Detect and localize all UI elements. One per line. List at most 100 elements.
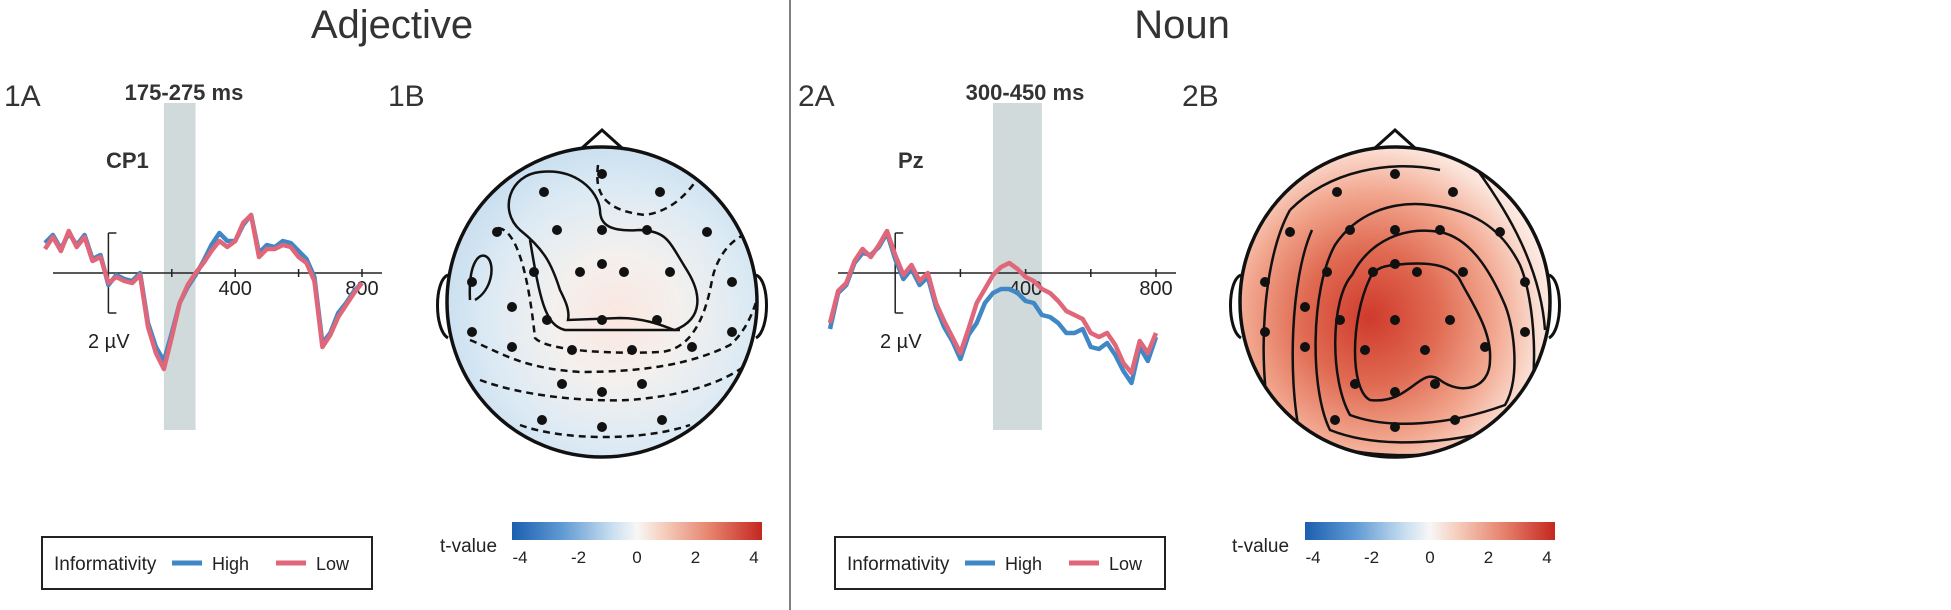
electrode-dot — [597, 422, 607, 432]
panel-label-2a: 2A — [798, 80, 835, 113]
electrode-dot — [655, 187, 665, 197]
electrode-label: Pz — [898, 148, 924, 173]
electrode-dot — [467, 277, 477, 287]
electrode-dot — [1390, 387, 1400, 397]
electrode-dot — [702, 227, 712, 237]
legend-title: Informativity — [54, 554, 157, 575]
electrode-dot — [727, 277, 737, 287]
electrode-dot — [1390, 315, 1400, 325]
legend-title: Informativity — [847, 554, 950, 575]
electrode-dot — [542, 315, 552, 325]
electrode-dot — [1445, 315, 1455, 325]
electrode-dot — [597, 259, 607, 269]
topomap-noun — [1229, 127, 1561, 459]
electrode-dot — [539, 187, 549, 197]
electrode-dot — [552, 225, 562, 235]
colorbar-label: t-value — [440, 536, 497, 557]
series-line-low — [43, 212, 364, 372]
electrode-dot — [1390, 169, 1400, 179]
section-title-adjective: Adjective — [311, 3, 473, 47]
colorbar-tick-label: -4 — [1305, 548, 1320, 567]
electrode-dot — [657, 415, 667, 425]
series-line-low — [827, 228, 1159, 376]
colorbar: t-value -4 -2 0 2 4 — [1232, 522, 1555, 567]
electrode-dot — [637, 379, 647, 389]
electrode-dot — [1430, 379, 1440, 389]
panel-label-1a: 1A — [4, 80, 41, 113]
electrode-dot — [1390, 259, 1400, 269]
electrode-dot — [1350, 379, 1360, 389]
time-window-label: 175-275 ms — [125, 80, 244, 105]
head-outline — [1238, 145, 1552, 459]
panel-label-1b: 1B — [388, 80, 425, 113]
colorbar-tick-label: -2 — [571, 548, 586, 567]
electrode-dot — [1322, 267, 1332, 277]
electrode-dot — [1330, 415, 1340, 425]
electrode-dot — [1360, 345, 1370, 355]
scale-label: 2 µV — [880, 331, 922, 353]
head-ear-left — [436, 273, 450, 340]
electrode-dot — [492, 227, 502, 237]
x-tick-label: 400 — [219, 278, 252, 300]
electrode-dot — [507, 342, 517, 352]
contour-line — [1334, 229, 1516, 425]
electrode-dot — [665, 267, 675, 277]
electrode-dot — [1450, 415, 1460, 425]
contour-line — [1289, 165, 1441, 211]
colorbar-tick-label: 0 — [632, 548, 641, 567]
head-outline — [445, 145, 759, 459]
electrode-dot — [1345, 225, 1355, 235]
legend-label-low: Low — [316, 554, 350, 574]
legend-box — [41, 536, 373, 590]
electrode-dot — [1390, 422, 1400, 432]
electrode-dot — [1260, 277, 1270, 287]
electrode-dot — [1412, 267, 1422, 277]
colorbar-label: t-value — [1232, 536, 1289, 557]
electrode-dot — [1520, 277, 1530, 287]
colorbar-tick-label: -4 — [512, 548, 527, 567]
electrode-dot — [1495, 227, 1505, 237]
contour-line — [468, 254, 493, 302]
electrode-dot — [652, 315, 662, 325]
contour-line — [469, 269, 757, 374]
legend-box — [834, 536, 1166, 590]
electrode-dot — [1335, 315, 1345, 325]
colorbar-gradient — [1305, 522, 1555, 540]
x-tick-label: 800 — [1139, 278, 1172, 300]
electrode-dot — [1420, 345, 1430, 355]
colorbar-tick-label: 4 — [1542, 548, 1551, 567]
electrode-dot — [687, 342, 697, 352]
contour-line — [519, 423, 691, 439]
electrode-dot — [575, 267, 585, 277]
contour-line — [497, 226, 757, 354]
electrode-dot — [1520, 327, 1530, 337]
head-ear-right — [1547, 273, 1561, 340]
electrode-dot — [1332, 187, 1342, 197]
legend-label-low: Low — [1109, 554, 1143, 574]
electrode-dot — [597, 169, 607, 179]
electrode-dot — [597, 315, 607, 325]
legend-label-high: High — [1005, 554, 1042, 574]
head-nose — [1373, 127, 1417, 150]
legend-label-high: High — [212, 554, 249, 574]
electrode-dot — [642, 225, 652, 235]
scale-label: 2 µV — [88, 331, 130, 353]
electrode-dot — [1390, 225, 1400, 235]
head-ear-left — [1229, 273, 1243, 340]
head-ear-right — [754, 273, 768, 340]
time-window-highlight — [163, 103, 196, 430]
colorbar: t-value -4 -2 0 2 4 — [440, 522, 762, 567]
electrode-label: CP1 — [106, 148, 149, 173]
erp-plot-pz: 300-450 ms Pz 400 800 2 µV — [827, 80, 1176, 430]
electrode-dot — [557, 379, 567, 389]
colorbar-tick-label: 2 — [1484, 548, 1493, 567]
electrode-dot — [567, 345, 577, 355]
electrode-dot — [1368, 267, 1378, 277]
electrode-dot — [619, 267, 629, 277]
electrode-dot — [1300, 302, 1310, 312]
electrode-dot — [597, 387, 607, 397]
contour-line — [1353, 262, 1492, 402]
electrode-dot — [1260, 327, 1270, 337]
electrodes — [1260, 169, 1530, 432]
